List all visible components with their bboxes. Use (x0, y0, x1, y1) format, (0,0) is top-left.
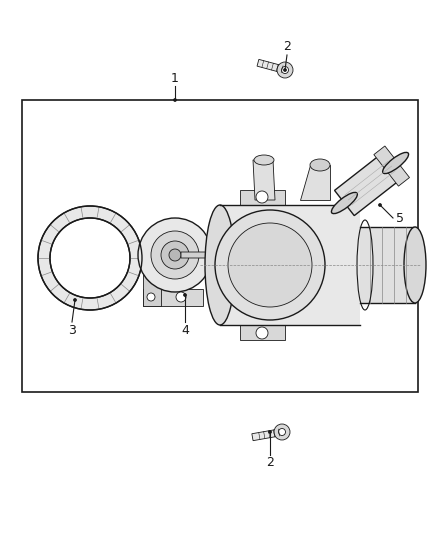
Circle shape (228, 223, 312, 307)
Polygon shape (240, 325, 285, 340)
Text: 2: 2 (283, 41, 291, 53)
Ellipse shape (254, 155, 274, 165)
Polygon shape (300, 165, 330, 200)
Circle shape (74, 298, 77, 302)
Circle shape (277, 62, 293, 78)
Circle shape (378, 204, 381, 206)
Circle shape (161, 241, 189, 269)
Ellipse shape (404, 227, 426, 303)
Circle shape (151, 231, 199, 279)
Polygon shape (143, 289, 203, 306)
Polygon shape (220, 205, 360, 325)
Circle shape (50, 218, 130, 298)
Circle shape (173, 99, 177, 101)
Circle shape (215, 210, 325, 320)
Text: 5: 5 (396, 212, 404, 224)
Polygon shape (240, 190, 285, 205)
Text: 1: 1 (171, 71, 179, 85)
Polygon shape (181, 252, 217, 258)
Circle shape (282, 67, 289, 74)
Polygon shape (257, 59, 286, 74)
Circle shape (147, 293, 155, 301)
Polygon shape (335, 150, 406, 216)
Ellipse shape (383, 152, 409, 174)
Ellipse shape (310, 159, 330, 171)
Bar (22, 100, 418, 392)
Circle shape (38, 206, 142, 310)
Circle shape (138, 218, 212, 292)
Text: 3: 3 (68, 324, 76, 336)
Circle shape (184, 294, 187, 296)
Circle shape (256, 327, 268, 339)
Text: 4: 4 (181, 324, 189, 336)
Circle shape (176, 292, 186, 302)
Polygon shape (374, 146, 410, 186)
Circle shape (279, 429, 286, 435)
Ellipse shape (205, 205, 235, 325)
Polygon shape (252, 429, 283, 441)
Polygon shape (360, 227, 415, 303)
Polygon shape (253, 160, 275, 200)
Circle shape (274, 424, 290, 440)
Polygon shape (143, 240, 161, 306)
Circle shape (169, 249, 181, 261)
Circle shape (256, 191, 268, 203)
Circle shape (283, 69, 286, 71)
Circle shape (268, 431, 272, 433)
Ellipse shape (332, 192, 357, 214)
Text: 2: 2 (266, 456, 274, 470)
